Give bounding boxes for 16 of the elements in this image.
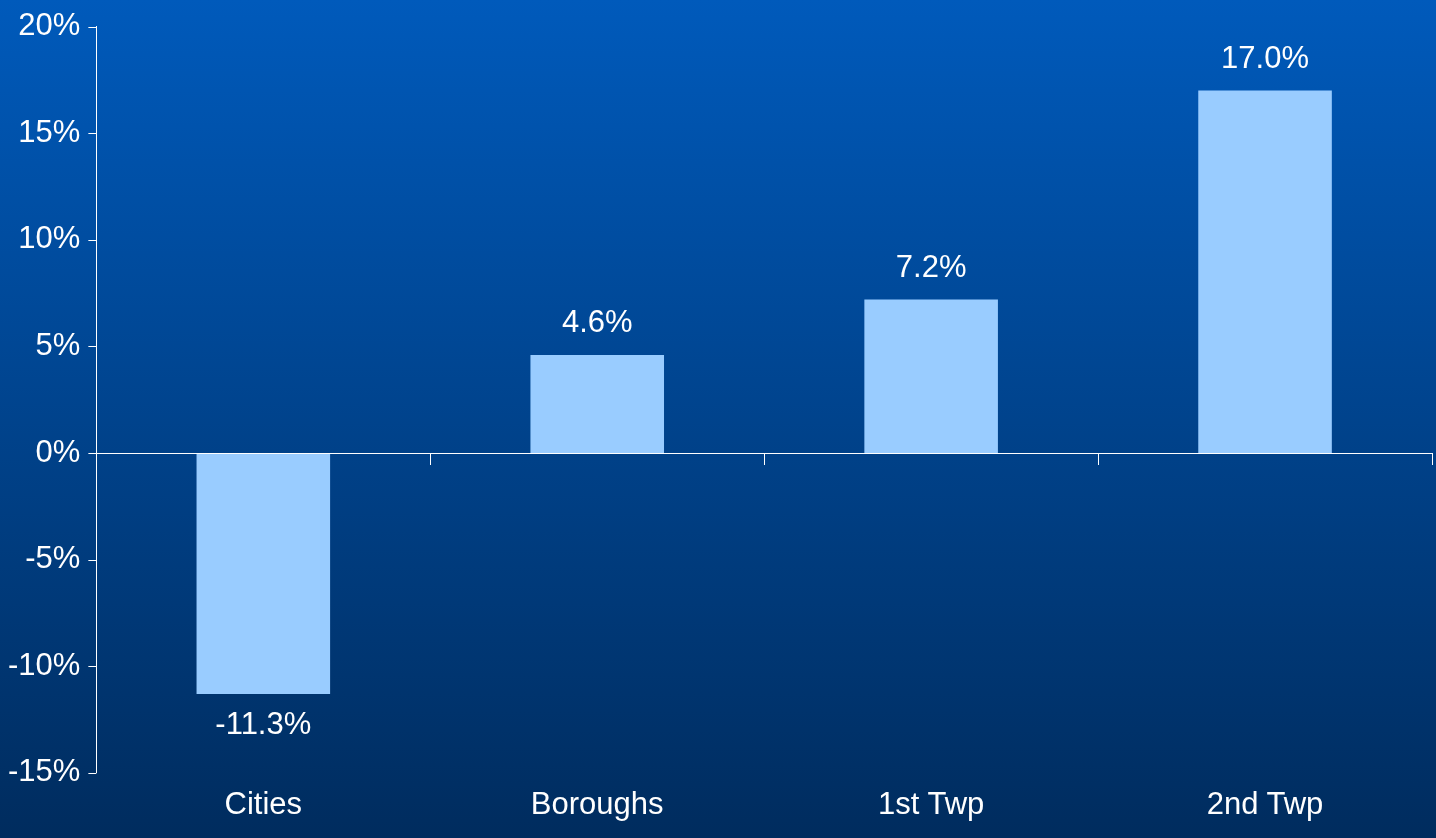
y-tick-label: 20% bbox=[18, 7, 81, 43]
y-tick-label: -10% bbox=[7, 646, 81, 682]
y-tick-label: 10% bbox=[18, 220, 81, 256]
y-tick-label: 0% bbox=[35, 433, 81, 469]
x-tick-label: 2nd Twp bbox=[1206, 785, 1324, 821]
x-tick-label: Boroughs bbox=[530, 785, 664, 821]
y-tick-label: 5% bbox=[35, 326, 81, 362]
y-tick-label: -5% bbox=[25, 540, 81, 576]
x-tick-label: Cities bbox=[224, 785, 303, 821]
y-tick-label: -15% bbox=[7, 753, 81, 789]
data-label: -11.3% bbox=[215, 705, 312, 741]
data-label: 7.2% bbox=[895, 248, 967, 284]
y-tick-label: 15% bbox=[18, 113, 81, 149]
x-tick-label: 1st Twp bbox=[878, 785, 985, 821]
data-label: 17.0% bbox=[1221, 39, 1309, 75]
data-label: 4.6% bbox=[561, 303, 633, 339]
